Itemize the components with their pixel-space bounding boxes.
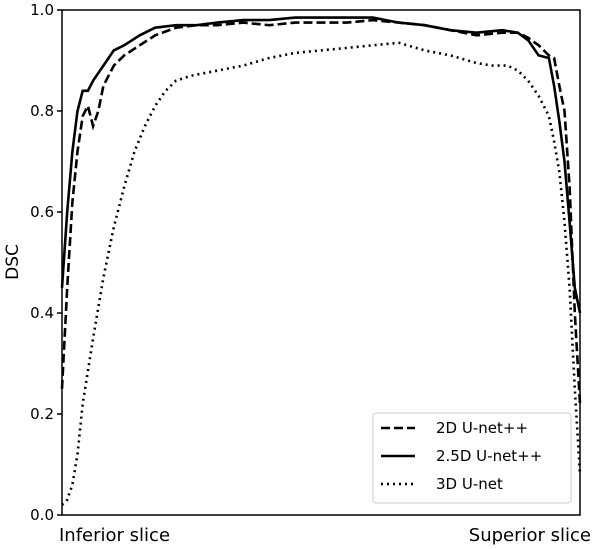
legend: 2D U-net++ 2.5D U-net++ 3D U-net <box>372 412 572 504</box>
plot-lines <box>60 16 582 506</box>
y-axis-label: DSC <box>3 244 23 280</box>
legend-box <box>372 412 572 504</box>
y-tick-label: 0.4 <box>30 304 54 322</box>
x-right-end-label: Superior slice <box>469 525 591 546</box>
series-line-2 <box>61 41 582 506</box>
legend-label-2: 3D U-net <box>436 475 503 493</box>
x-left-end-label: Inferior slice <box>59 525 170 546</box>
series-line-1 <box>60 16 582 314</box>
legend-label-0: 2D U-net++ <box>436 419 528 437</box>
y-tick-label: 1.0 <box>30 1 54 19</box>
plot-frame <box>61 9 581 516</box>
y-axis: 0.0 0.2 0.4 0.6 0.8 1.0 <box>30 1 62 524</box>
y-tick-label: 0.8 <box>30 102 54 120</box>
y-tick-label: 0.2 <box>30 405 54 423</box>
series-line-0 <box>60 18 582 404</box>
y-tick-label: 0.0 <box>30 506 54 524</box>
y-tick-label: 0.6 <box>30 203 54 221</box>
legend-label-1: 2.5D U-net++ <box>436 447 542 465</box>
